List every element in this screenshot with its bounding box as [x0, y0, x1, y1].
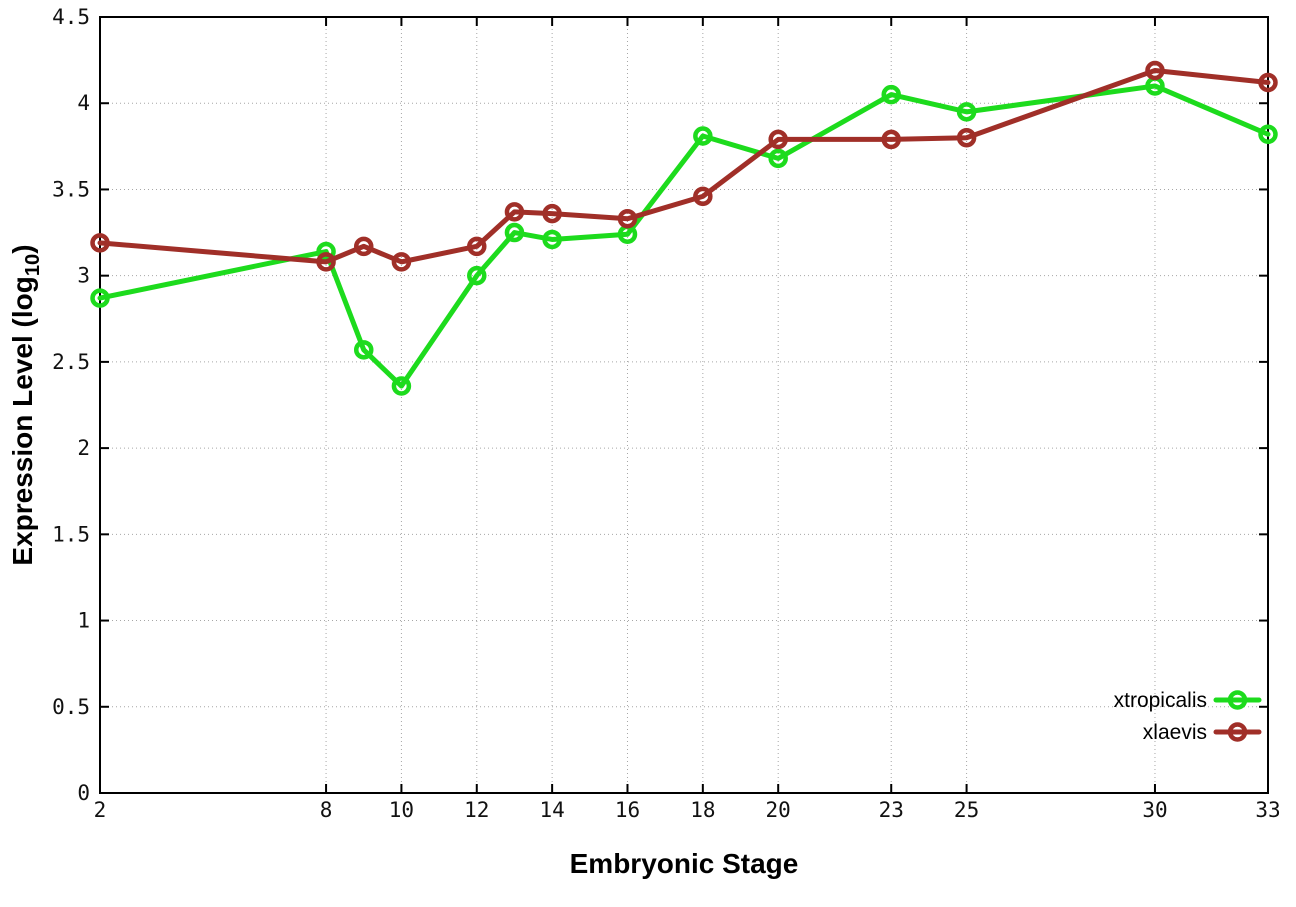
legend-label-xlaevis: xlaevis	[1143, 721, 1207, 744]
marker-xlaevis-stage-8	[316, 252, 336, 272]
x-tick-label-23: 23	[879, 798, 904, 822]
legend-marker-xtropicalis	[1227, 690, 1248, 710]
y-tick-label-3: 3	[77, 264, 90, 288]
series-line-xtropicalis	[97, 83, 1271, 389]
y-tick-label-3-5: 3.5	[52, 177, 90, 201]
x-tick-label-33: 33	[1255, 798, 1280, 822]
marker-xtropicalis-stage-9	[353, 340, 374, 360]
x-axis-title: Embryonic Stage	[569, 848, 799, 879]
marker-xtropicalis-stage-8	[316, 241, 336, 262]
x-tick-label-12: 12	[464, 798, 489, 822]
x-tick-label-16: 16	[615, 798, 640, 822]
marker-xlaevis-stage-33	[1258, 72, 1278, 93]
y-tick-label-4-5: 4.5	[52, 5, 90, 29]
y-tick-label-1-5: 1.5	[52, 522, 90, 546]
y-axis-title-main: Expression Level (log	[7, 276, 39, 566]
marker-xtropicalis-stage-2	[90, 288, 110, 308]
marker-xlaevis-stage-10	[391, 252, 412, 272]
legend-label-xtropicalis: xtropicalis	[1114, 689, 1207, 712]
marker-xtropicalis-stage-23	[881, 84, 901, 105]
marker-xlaevis-stage-14	[542, 203, 562, 224]
y-tick-label-1: 1	[77, 609, 90, 633]
marker-xlaevis-stage-20	[768, 129, 788, 150]
x-tick-label-20: 20	[766, 798, 791, 822]
x-tick-label-2: 2	[94, 798, 107, 822]
marker-xlaevis-stage-18	[693, 186, 713, 207]
marker-xlaevis-stage-16	[617, 209, 638, 229]
marker-xtropicalis-stage-13	[504, 222, 525, 243]
marker-xtropicalis-stage-14	[542, 229, 562, 250]
y-tick-label-2-5: 2.5	[52, 350, 90, 374]
marker-xlaevis-stage-23	[881, 129, 901, 150]
y-tick-label-4: 4	[77, 91, 90, 115]
marker-xlaevis-stage-9	[353, 236, 374, 257]
marker-xlaevis-stage-25	[956, 127, 977, 148]
x-tick-label-14: 14	[539, 798, 564, 822]
y-axis-title-end: )	[7, 244, 39, 254]
y-axis-title: Expression Level (log10)	[7, 244, 45, 565]
legend-marker-xlaevis	[1227, 722, 1248, 742]
marker-xtropicalis-stage-18	[693, 126, 713, 146]
plot-border	[99, 16, 1269, 794]
y-tick-label-2: 2	[77, 436, 90, 460]
marker-xlaevis-stage-30	[1145, 60, 1165, 81]
marker-xtropicalis-stage-10	[391, 376, 412, 396]
marker-xlaevis-stage-13	[504, 202, 525, 222]
x-tick-label-8: 8	[320, 798, 333, 822]
x-tick-label-10: 10	[389, 798, 414, 822]
marker-xtropicalis-stage-33	[1258, 124, 1278, 145]
marker-xtropicalis-stage-20	[768, 148, 788, 169]
y-tick-label-0: 0	[77, 781, 90, 805]
x-tick-label-25: 25	[954, 798, 979, 822]
marker-xlaevis-stage-12	[467, 236, 487, 257]
x-tick-label-18: 18	[690, 798, 715, 822]
marker-xtropicalis-stage-12	[467, 265, 487, 286]
y-tick-label-0-5: 0.5	[52, 695, 90, 719]
series-line-xlaevis	[97, 67, 1271, 265]
marker-xtropicalis-stage-25	[956, 102, 977, 122]
marker-xlaevis-stage-2	[90, 233, 110, 253]
x-tick-label-30: 30	[1142, 798, 1167, 822]
y-axis-title-subscript: 10	[21, 253, 44, 277]
